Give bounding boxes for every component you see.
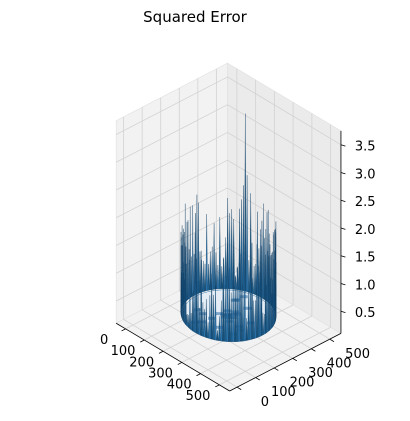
x-tick-mark [159, 351, 163, 353]
z-tick-mark [341, 228, 345, 229]
z-tick-label: 3.5 [355, 140, 376, 155]
x-tick-mark [140, 340, 144, 342]
x-tick-mark [215, 385, 219, 387]
x-tick-mark [196, 374, 200, 376]
x-tick-label: 0 [100, 333, 108, 348]
z-tick-label: 2.5 [355, 195, 376, 210]
x-tick-mark [178, 362, 182, 364]
z-tick-mark [341, 172, 345, 173]
y-tick-label: 500 [345, 347, 370, 362]
z-tick-label: 2.0 [355, 223, 376, 238]
z-tick-mark [341, 311, 345, 312]
x-tick-mark [121, 329, 125, 331]
z-tick-label: 3.0 [355, 168, 376, 183]
y-tick-mark [237, 387, 241, 389]
z-tick-mark [341, 200, 345, 201]
y-tick-mark [293, 358, 297, 360]
y-tick-label: 0 [261, 395, 269, 410]
z-tick-label: 0.5 [355, 306, 376, 321]
z-tick-label: 1.0 [355, 279, 376, 294]
z-tick-mark [341, 256, 345, 257]
y-tick-mark [274, 368, 278, 370]
y-tick-mark [330, 339, 334, 341]
y-tick-mark [256, 378, 260, 380]
z-tick-mark [341, 283, 345, 284]
chart-title: Squared Error [143, 8, 247, 26]
y-tick-mark [311, 349, 315, 351]
z-tick-mark [341, 145, 345, 146]
x-tick-label: 500 [186, 389, 211, 404]
z-tick-label: 1.5 [355, 251, 376, 266]
